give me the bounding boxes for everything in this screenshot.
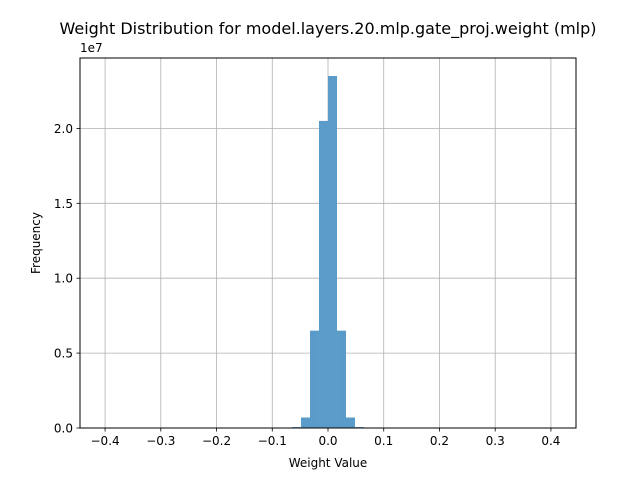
x-axis-ticks: −0.4 −0.3 −0.2 −0.1 0.0 0.1 0.2 0.3 0.4 — [91, 428, 560, 448]
histogram-bar — [346, 417, 356, 428]
x-tick-label: −0.2 — [202, 434, 231, 448]
y-tick-label: 1.5 — [54, 197, 73, 211]
y-tick-label: 2.0 — [54, 122, 73, 136]
histogram-bar — [318, 120, 328, 428]
chart-title: Weight Distribution for model.layers.20.… — [59, 19, 596, 39]
histogram-bar — [309, 330, 319, 428]
x-tick-label: 0.3 — [486, 434, 505, 448]
histogram-bar — [300, 417, 310, 428]
x-tick-label: 0.0 — [318, 434, 337, 448]
y-axis-label: Frequency — [29, 212, 43, 274]
y-tick-label: 1.0 — [54, 272, 73, 286]
y-tick-label: 0.0 — [54, 422, 73, 436]
x-tick-label: −0.4 — [91, 434, 120, 448]
x-axis-label: Weight Value — [289, 456, 368, 470]
x-tick-label: 0.2 — [430, 434, 449, 448]
histogram-bar — [337, 330, 347, 428]
x-tick-label: 0.1 — [374, 434, 393, 448]
x-tick-label: −0.1 — [258, 434, 287, 448]
y-tick-label: 0.5 — [54, 347, 73, 361]
y-axis-ticks: 0.0 0.5 1.0 1.5 2.0 — [54, 122, 80, 436]
x-tick-label: −0.3 — [146, 434, 175, 448]
y-axis-scale-label: 1e7 — [80, 41, 103, 55]
histogram-bar — [328, 75, 338, 428]
x-tick-label: 0.4 — [541, 434, 560, 448]
